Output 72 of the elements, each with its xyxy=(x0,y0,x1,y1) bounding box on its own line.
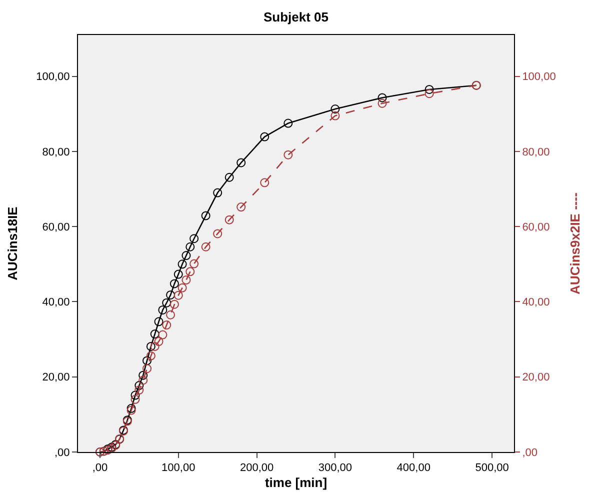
x-tick-label: 200,00 xyxy=(240,462,274,474)
y2-tick-label: 20,00 xyxy=(522,372,550,384)
x-tick-label: 100,00 xyxy=(162,462,196,474)
point xyxy=(166,310,176,320)
point xyxy=(213,188,222,198)
y2-tick-label: 100,00 xyxy=(522,71,556,84)
point xyxy=(236,202,246,212)
point xyxy=(170,279,179,288)
point xyxy=(158,305,168,314)
point xyxy=(201,211,210,220)
y2-axis-title: AUCins9x2IE ---- xyxy=(567,192,582,294)
point xyxy=(284,150,293,160)
point xyxy=(424,89,434,98)
point xyxy=(134,386,144,395)
point xyxy=(424,84,434,94)
y-tick-label: 40,00 xyxy=(42,296,70,309)
y-tick-label: 80,00 xyxy=(42,146,70,158)
point xyxy=(166,290,176,300)
point xyxy=(330,104,340,114)
point xyxy=(378,98,387,108)
point xyxy=(146,351,156,360)
point xyxy=(154,337,164,346)
point xyxy=(142,364,152,374)
point xyxy=(213,229,222,238)
point xyxy=(224,215,234,224)
chart-title: Subjekt 05 xyxy=(263,10,329,25)
point xyxy=(154,317,164,326)
point xyxy=(182,275,191,284)
point xyxy=(170,300,179,309)
point xyxy=(174,270,183,279)
point xyxy=(186,242,195,252)
point xyxy=(190,259,199,268)
point xyxy=(162,298,172,308)
point xyxy=(284,118,293,128)
x-tick-label: ,00 xyxy=(92,462,108,474)
point xyxy=(130,390,140,400)
y-tick-label: 100,00 xyxy=(36,71,70,84)
point xyxy=(201,242,210,252)
point xyxy=(158,330,168,340)
x-tick-label: 400,00 xyxy=(396,462,430,474)
y-axis-title: AUCins18IE xyxy=(5,206,20,280)
y2-tick-label: 60,00 xyxy=(522,221,550,234)
point xyxy=(134,381,144,390)
point xyxy=(162,320,172,330)
point xyxy=(178,260,187,269)
point xyxy=(378,93,387,102)
x-axis-title: time [min] xyxy=(264,474,328,490)
x-tick-label: 300,00 xyxy=(318,462,352,474)
y-tick-label: 60,00 xyxy=(42,221,70,234)
point xyxy=(330,111,340,120)
point xyxy=(146,342,156,351)
point xyxy=(182,251,191,260)
point xyxy=(260,178,270,188)
point xyxy=(186,267,195,276)
point xyxy=(150,330,160,339)
point xyxy=(190,234,199,244)
y2-tick-label: ,00 xyxy=(522,446,538,459)
point xyxy=(138,376,148,385)
y2-tick-label: 40,00 xyxy=(522,296,550,309)
point xyxy=(130,394,140,404)
point xyxy=(142,356,152,366)
y-tick-label: 20,00 xyxy=(42,372,70,384)
point xyxy=(178,283,187,292)
point xyxy=(260,132,270,142)
point xyxy=(138,370,148,380)
y2-tick-label: 80,00 xyxy=(522,146,550,158)
point xyxy=(150,342,160,351)
point xyxy=(224,172,234,182)
point xyxy=(174,290,183,300)
y-tick-label: ,00 xyxy=(54,446,70,459)
point xyxy=(236,158,246,168)
x-tick-label: 500,00 xyxy=(475,462,509,474)
